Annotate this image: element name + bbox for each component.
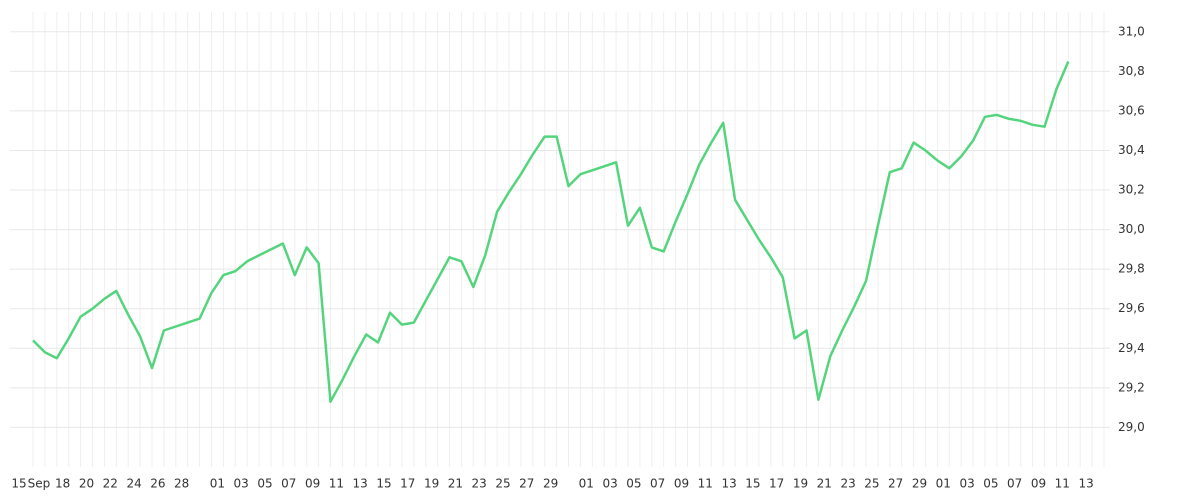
x-tick-label: 07 bbox=[650, 477, 665, 491]
y-tick-label: 29,2 bbox=[1118, 380, 1145, 394]
x-tick-label: 25 bbox=[864, 477, 879, 491]
x-tick-label: 07 bbox=[1007, 477, 1022, 491]
x-tick-label: 05 bbox=[983, 477, 998, 491]
x-tick-label: 03 bbox=[959, 477, 974, 491]
x-tick-label: 09 bbox=[1031, 477, 1046, 491]
x-tick-label: 09 bbox=[305, 477, 320, 491]
y-tick-label: 31,0 bbox=[1118, 24, 1145, 38]
x-tick-label: 21 bbox=[448, 477, 463, 491]
x-tick-label: 15 bbox=[745, 477, 760, 491]
x-tick-label: 11 bbox=[698, 477, 713, 491]
x-tick-label: 01 bbox=[579, 477, 594, 491]
x-tick-label: 29 bbox=[912, 477, 927, 491]
x-tick-label: 01 bbox=[210, 477, 225, 491]
x-tick-label: 01 bbox=[936, 477, 951, 491]
x-tick-label: 13 bbox=[1078, 477, 1093, 491]
x-tick-label: 05 bbox=[626, 477, 641, 491]
x-tick-label: 15 bbox=[376, 477, 391, 491]
y-tick-label: 30,2 bbox=[1118, 183, 1145, 197]
x-tick-label: 07 bbox=[281, 477, 296, 491]
x-tick-label: Sep bbox=[28, 477, 51, 491]
y-tick-label: 29,6 bbox=[1118, 301, 1145, 315]
y-tick-label: 30,0 bbox=[1118, 222, 1145, 236]
x-tick-label: 03 bbox=[602, 477, 617, 491]
x-tick-label: 13 bbox=[721, 477, 736, 491]
y-tick-label: 29,8 bbox=[1118, 262, 1145, 276]
x-tick-label: 18 bbox=[55, 477, 70, 491]
y-tick-label: 30,4 bbox=[1118, 143, 1145, 157]
x-tick-label: 24 bbox=[126, 477, 141, 491]
x-tick-label: 29 bbox=[543, 477, 558, 491]
x-tick-label: 17 bbox=[400, 477, 415, 491]
x-tick-label: 21 bbox=[817, 477, 832, 491]
x-tick-label: 11 bbox=[1055, 477, 1070, 491]
x-tick-label: 11 bbox=[329, 477, 344, 491]
x-tick-label: 13 bbox=[353, 477, 368, 491]
x-tick-label: 26 bbox=[150, 477, 165, 491]
y-tick-label: 29,0 bbox=[1118, 420, 1145, 434]
x-tick-label: 28 bbox=[174, 477, 189, 491]
x-tick-label: 19 bbox=[424, 477, 439, 491]
x-tick-label: 25 bbox=[495, 477, 510, 491]
line bbox=[32, 61, 1070, 403]
x-tick-label: 15 bbox=[11, 477, 26, 491]
x-tick-label: 27 bbox=[519, 477, 534, 491]
x-tick-label: 23 bbox=[840, 477, 855, 491]
y-tick-label: 29,4 bbox=[1118, 341, 1145, 355]
x-tick-label: 23 bbox=[472, 477, 487, 491]
x-tick-label: 09 bbox=[674, 477, 689, 491]
x-tick-label: 20 bbox=[79, 477, 94, 491]
x-tick-label: 05 bbox=[257, 477, 272, 491]
x-tick-label: 22 bbox=[103, 477, 118, 491]
y-tick-label: 30,6 bbox=[1118, 103, 1145, 117]
x-tick-label: 27 bbox=[888, 477, 903, 491]
y-tick-label: 30,8 bbox=[1118, 64, 1145, 78]
x-tick-label: 03 bbox=[234, 477, 249, 491]
x-tick-label: 17 bbox=[769, 477, 784, 491]
x-tick-label: 19 bbox=[793, 477, 808, 491]
